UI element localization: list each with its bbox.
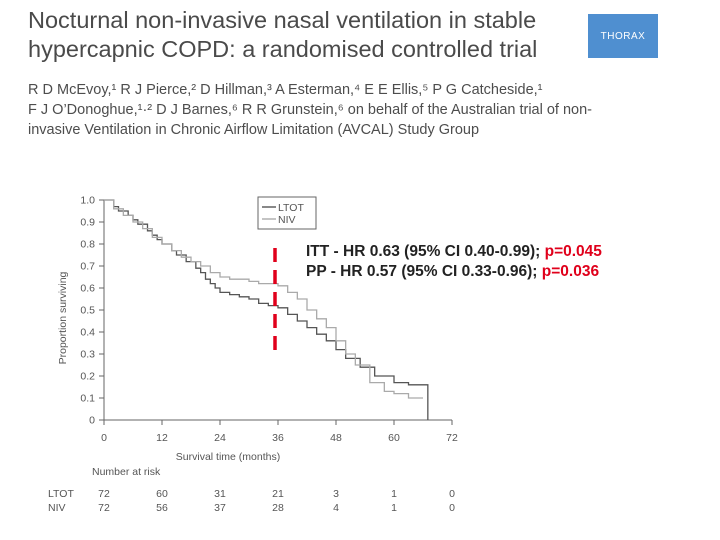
risk-value: 37 <box>214 502 226 514</box>
itt-result: ITT - HR 0.63 (95% CI 0.40-0.99); p=0.04… <box>306 242 602 262</box>
survival-curve-ltot <box>104 199 429 420</box>
y-tick-label: 0.3 <box>80 349 95 361</box>
risk-value: 60 <box>156 488 168 500</box>
pp-text: PP - HR 0.57 (95% CI 0.33-0.96); <box>306 263 542 280</box>
x-tick-label: 0 <box>101 432 107 444</box>
y-tick-label: 0.6 <box>80 283 95 295</box>
risk-value: 72 <box>98 502 110 514</box>
risk-value: 31 <box>214 488 226 500</box>
title-line-2: hypercapnic COPD: a randomised controlle… <box>28 36 538 62</box>
x-tick-label: 12 <box>156 432 168 444</box>
itt-text: ITT - HR 0.63 (95% CI 0.40-0.99); <box>306 243 545 260</box>
paper-title: Nocturnal non-invasive nasal ventilation… <box>28 6 568 64</box>
risk-table-title: Number at risk <box>92 466 161 478</box>
title-line-1: Nocturnal non-invasive nasal ventilation… <box>28 7 537 33</box>
x-axis-label: Survival time (months) <box>176 451 280 463</box>
risk-value: 28 <box>272 502 284 514</box>
risk-row-label-niv: NIV <box>48 502 66 514</box>
journal-logo-text: THORAX <box>600 30 646 42</box>
y-tick-label: 0.7 <box>80 261 95 273</box>
x-tick-label: 72 <box>446 432 458 444</box>
survival-curve-niv <box>104 199 423 399</box>
risk-value: 1 <box>391 502 397 514</box>
risk-value: 72 <box>98 488 110 500</box>
y-tick-label: 0.1 <box>80 393 95 405</box>
x-tick-label: 60 <box>388 432 400 444</box>
x-tick-label: 48 <box>330 432 342 444</box>
risk-value: 4 <box>333 502 339 514</box>
legend-label-ltot: LTOT <box>278 202 304 214</box>
hazard-ratio-results: ITT - HR 0.63 (95% CI 0.40-0.99); p=0.04… <box>306 242 602 282</box>
authors-line-2: F J O’Donoghue,¹·² D J Barnes,⁶ R R Grun… <box>28 102 593 118</box>
risk-value: 56 <box>156 502 168 514</box>
itt-p-value: p=0.045 <box>544 243 602 260</box>
y-tick-label: 0.8 <box>80 239 95 251</box>
y-tick-label: 0.2 <box>80 371 95 383</box>
pp-p-value: p=0.036 <box>541 263 600 280</box>
pp-result: PP - HR 0.57 (95% CI 0.33-0.96); p=0.036 <box>306 262 602 282</box>
risk-value: 1 <box>391 488 397 500</box>
risk-value: 21 <box>272 488 284 500</box>
risk-value: 0 <box>449 502 455 514</box>
y-tick-label: 0.4 <box>80 327 95 339</box>
y-tick-label: 0.5 <box>80 305 95 317</box>
y-tick-label: 0.9 <box>80 217 95 229</box>
legend-box <box>257 196 317 230</box>
authors-line-1: R D McEvoy,¹ R J Pierce,² D Hillman,³ A … <box>28 82 543 98</box>
author-list: R D McEvoy,¹ R J Pierce,² D Hillman,³ A … <box>28 80 608 140</box>
legend-label-niv: NIV <box>278 214 296 226</box>
y-tick-label: 1.0 <box>80 195 95 207</box>
x-tick-label: 36 <box>272 432 284 444</box>
y-axis-label: Proportion surviving <box>57 271 69 364</box>
authors-line-3: invasive Ventilation in Chronic Airflow … <box>28 122 480 138</box>
y-tick-label: 0 <box>89 415 95 427</box>
risk-value: 0 <box>449 488 455 500</box>
risk-value: 3 <box>333 488 339 500</box>
x-tick-label: 24 <box>214 432 226 444</box>
journal-logo: THORAX <box>588 14 658 58</box>
risk-row-label-ltot: LTOT <box>48 488 74 500</box>
